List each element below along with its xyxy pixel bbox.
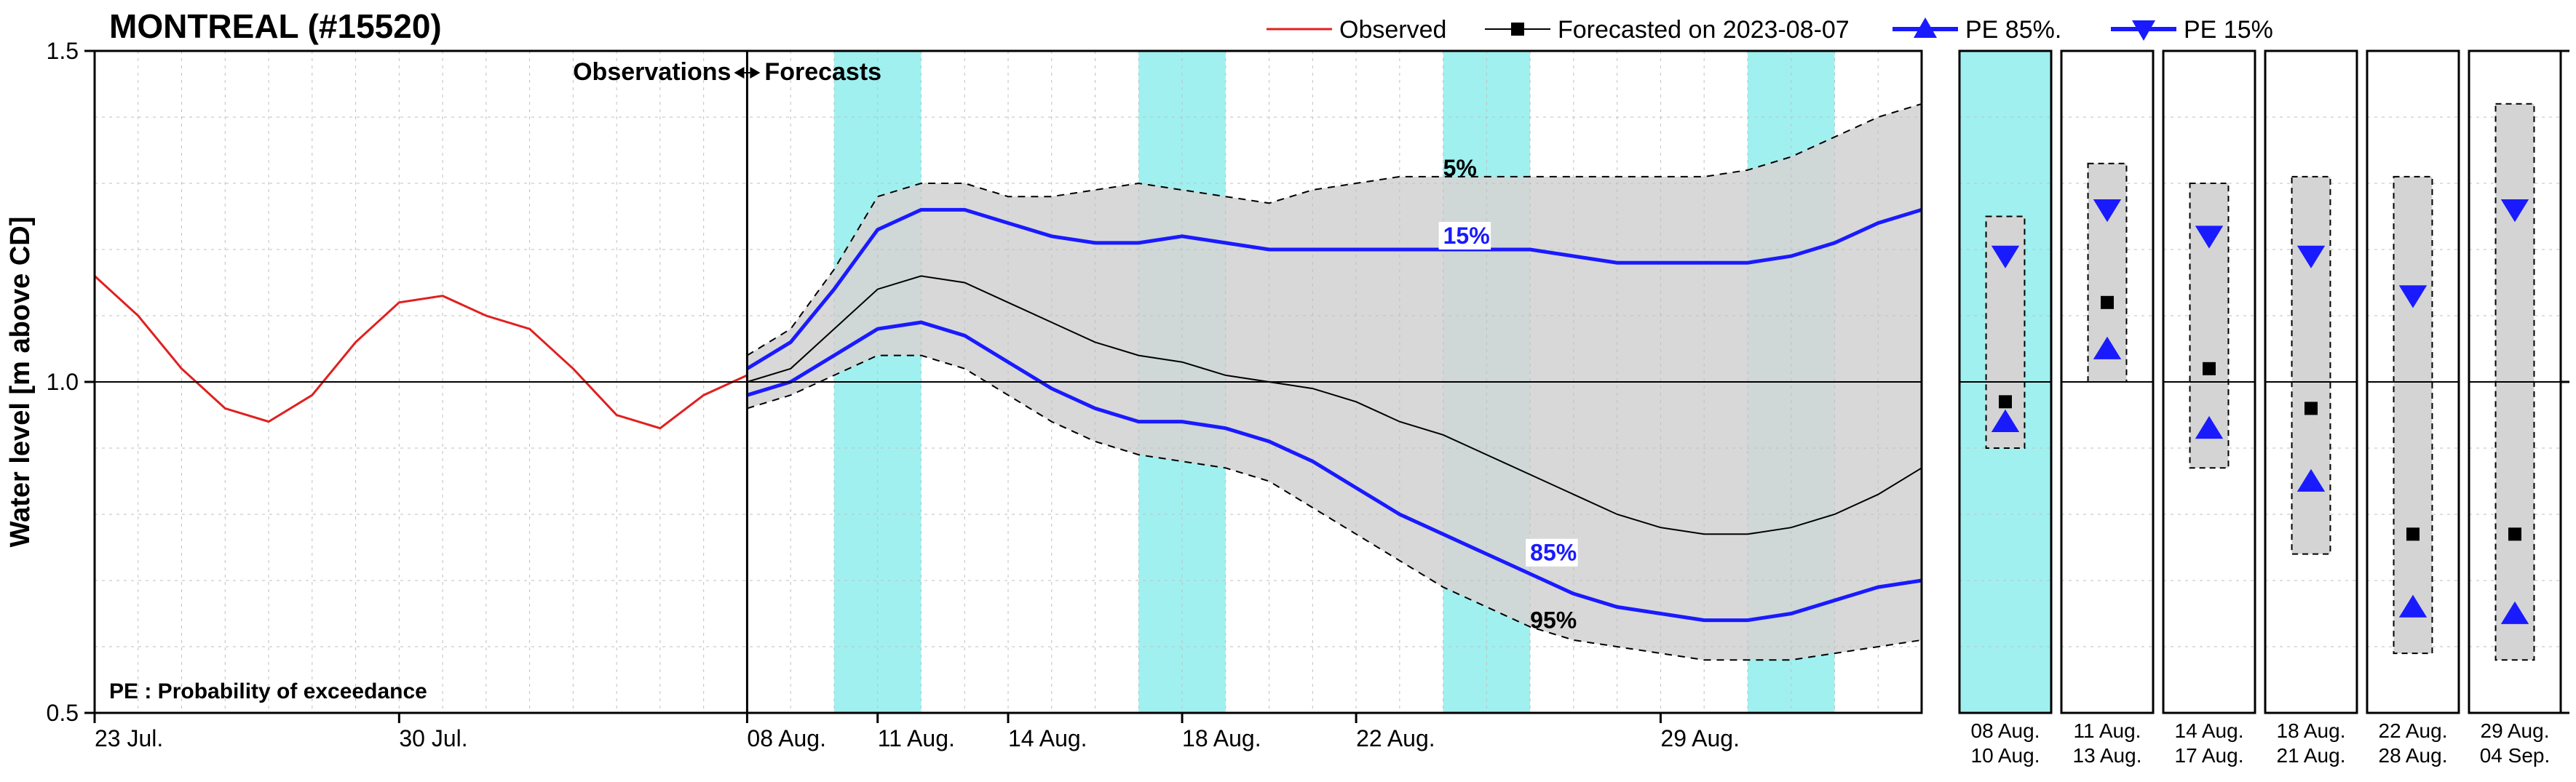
side-panel: 11 Aug.13 Aug.	[2061, 51, 2153, 767]
side-panel: 22 Aug.28 Aug.	[2367, 51, 2459, 767]
panel-top-label: 11 Aug.	[2074, 719, 2141, 742]
x-tick-label: 30 Jul.	[399, 725, 467, 751]
y-axis-label: Water level [m above CD]	[5, 217, 36, 548]
panel-bottom-label: 13 Aug.	[2073, 744, 2142, 767]
x-tick-label: 22 Aug.	[1356, 725, 1435, 751]
panel-top-label: 14 Aug.	[2175, 719, 2244, 742]
panel-median-marker	[2101, 296, 2114, 309]
y-tick-label: 1.0	[47, 369, 79, 395]
panel-bottom-label: 04 Sep.	[2480, 744, 2551, 767]
panel-bottom-label: 21 Aug.	[2277, 744, 2346, 767]
x-tick-label: 08 Aug.	[747, 725, 826, 751]
legend-pe85-label: PE 85%.	[1965, 16, 2061, 44]
side-panel: 14 Aug.17 Aug.	[2163, 51, 2255, 767]
chart-root: 5% 15% 85% 95% 0.5 1.0 1.5 23 Jul. 30 Jul. 08 Aug…	[0, 0, 2576, 778]
curve-label: 85%	[1530, 540, 1577, 566]
forecasts-label: Forecasts	[764, 58, 881, 86]
pe-note: PE : Probability of exceedance	[109, 679, 427, 703]
panel-top-label: 08 Aug.	[1971, 719, 2040, 742]
curve-label: 15%	[1443, 223, 1490, 249]
curve-label: 5%	[1443, 155, 1477, 181]
side-panel: 29 Aug.04 Sep.	[2469, 51, 2561, 767]
panel-bottom-label: 10 Aug.	[1971, 744, 2040, 767]
panel-band	[2394, 177, 2433, 653]
panel-median-marker	[2406, 527, 2420, 540]
panel-median-marker	[1999, 395, 2012, 408]
side-panel: 18 Aug.21 Aug.	[2265, 51, 2357, 767]
curve-label: 95%	[1530, 607, 1577, 634]
panel-median-marker	[2508, 527, 2521, 540]
legend-forecast-marker	[1511, 23, 1524, 36]
panel-median-marker	[2304, 402, 2318, 415]
panel-bottom-label: 28 Aug.	[2379, 744, 2448, 767]
legend-pe15-label: PE 15%	[2184, 16, 2273, 44]
legend-forecast-label: Forecasted on 2023-08-07	[1558, 16, 1850, 44]
x-tick-label: 18 Aug.	[1182, 725, 1261, 751]
panel-bottom-label: 17 Aug.	[2175, 744, 2244, 767]
x-tick-label: 29 Aug.	[1660, 725, 1740, 751]
panel-top-label: 18 Aug.	[2277, 719, 2346, 742]
observed-line	[95, 276, 747, 428]
panel-top-label: 29 Aug.	[2481, 719, 2550, 742]
side-panel: 08 Aug.10 Aug.	[1959, 51, 2051, 767]
y-tick-label: 1.5	[47, 38, 79, 64]
x-tick-label: 11 Aug.	[878, 725, 955, 751]
x-tick-label: 23 Jul.	[95, 725, 163, 751]
x-tick-label: 14 Aug.	[1008, 725, 1087, 751]
legend-observed-label: Observed	[1339, 16, 1446, 44]
panel-band	[2292, 177, 2331, 554]
observations-label: Observations	[573, 58, 731, 86]
y-tick-label: 0.5	[47, 700, 79, 726]
chart-title: MONTREAL (#15520)	[109, 7, 442, 45]
panel-median-marker	[2203, 362, 2216, 375]
panel-top-label: 22 Aug.	[2379, 719, 2448, 742]
